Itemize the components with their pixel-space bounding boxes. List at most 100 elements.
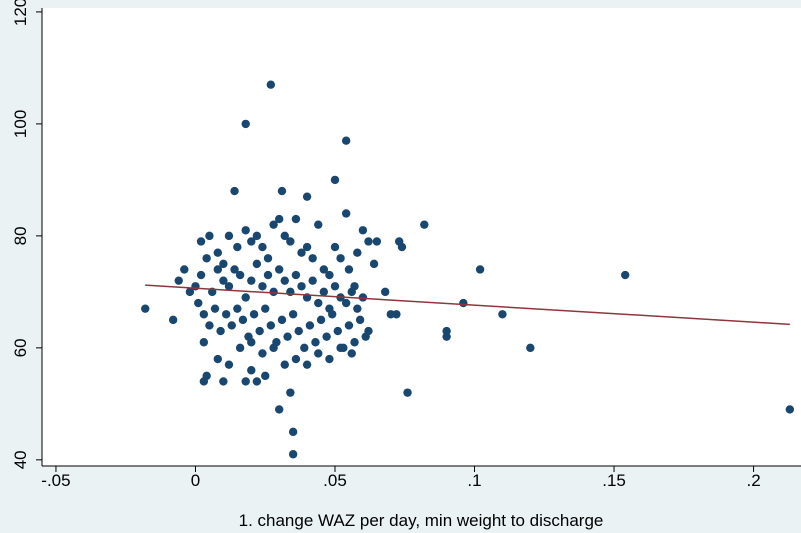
point [341, 209, 351, 218]
point [233, 304, 242, 313]
point [196, 270, 206, 280]
x-tick-label: 0 [191, 471, 200, 490]
point [442, 332, 451, 341]
point [420, 220, 429, 229]
x-tick-label: .15 [602, 471, 626, 490]
point [302, 360, 312, 369]
y-tick-label: 120 [11, 0, 30, 26]
point [372, 237, 382, 246]
point [286, 237, 295, 246]
point [255, 326, 264, 336]
point [219, 276, 228, 285]
point [319, 287, 329, 297]
point [247, 366, 256, 375]
point [205, 231, 214, 241]
point [341, 136, 351, 145]
point [224, 282, 234, 291]
point [364, 326, 373, 336]
point [347, 349, 356, 358]
point [185, 287, 195, 297]
point [199, 310, 209, 319]
point [344, 265, 354, 274]
point [381, 287, 390, 297]
point [249, 310, 259, 319]
x-tick-label: .05 [323, 471, 347, 490]
point [283, 332, 292, 341]
point [261, 304, 270, 313]
point [247, 338, 256, 347]
point [330, 242, 340, 252]
point [219, 259, 228, 269]
point [258, 242, 267, 252]
fit-line [145, 284, 790, 326]
point [392, 310, 401, 319]
point [199, 338, 209, 347]
point [302, 242, 312, 252]
point [314, 220, 323, 229]
point [241, 377, 250, 386]
point [350, 338, 359, 347]
y-tick-label: 40 [11, 450, 30, 469]
x-tick-label: .1 [467, 471, 481, 490]
point [291, 214, 301, 224]
point [328, 310, 337, 319]
point [308, 254, 317, 263]
point [269, 343, 278, 353]
point [266, 321, 276, 330]
point [330, 175, 340, 185]
point [263, 254, 273, 263]
point [330, 282, 340, 291]
point [336, 343, 345, 353]
point [241, 119, 250, 129]
point [252, 259, 262, 269]
point [202, 254, 211, 263]
point [526, 343, 535, 353]
x-tick-label: .2 [746, 471, 760, 490]
point [247, 276, 256, 285]
point [205, 321, 214, 330]
point [168, 315, 178, 325]
point [353, 248, 362, 257]
point [288, 310, 298, 319]
point [258, 349, 267, 358]
point [238, 315, 248, 325]
point [269, 220, 278, 229]
point [302, 192, 312, 201]
point [358, 226, 368, 235]
point [353, 304, 362, 313]
point [459, 298, 468, 308]
point [498, 310, 507, 319]
point [219, 377, 228, 386]
point [224, 360, 234, 369]
point [621, 270, 630, 280]
point [141, 304, 150, 313]
point [196, 237, 206, 246]
point [213, 354, 222, 364]
point [316, 315, 326, 325]
y-tick-label: 80 [11, 226, 30, 245]
point [369, 259, 379, 269]
point [227, 321, 236, 330]
point [252, 377, 262, 386]
point [230, 186, 239, 196]
point [308, 276, 317, 285]
point [258, 282, 267, 291]
point [355, 315, 365, 325]
point [347, 287, 356, 297]
point [319, 265, 329, 274]
x-axis-title: 1. change WAZ per day, min weight to dis… [239, 511, 604, 530]
point [241, 293, 250, 302]
point [358, 293, 368, 302]
point [397, 242, 407, 252]
point [221, 310, 231, 319]
point [403, 388, 412, 397]
point [314, 349, 323, 358]
point [305, 321, 315, 330]
plot-area [42, 8, 801, 466]
point [174, 276, 183, 285]
point [288, 450, 298, 459]
point [311, 338, 320, 347]
point [325, 270, 334, 280]
point [233, 242, 242, 252]
